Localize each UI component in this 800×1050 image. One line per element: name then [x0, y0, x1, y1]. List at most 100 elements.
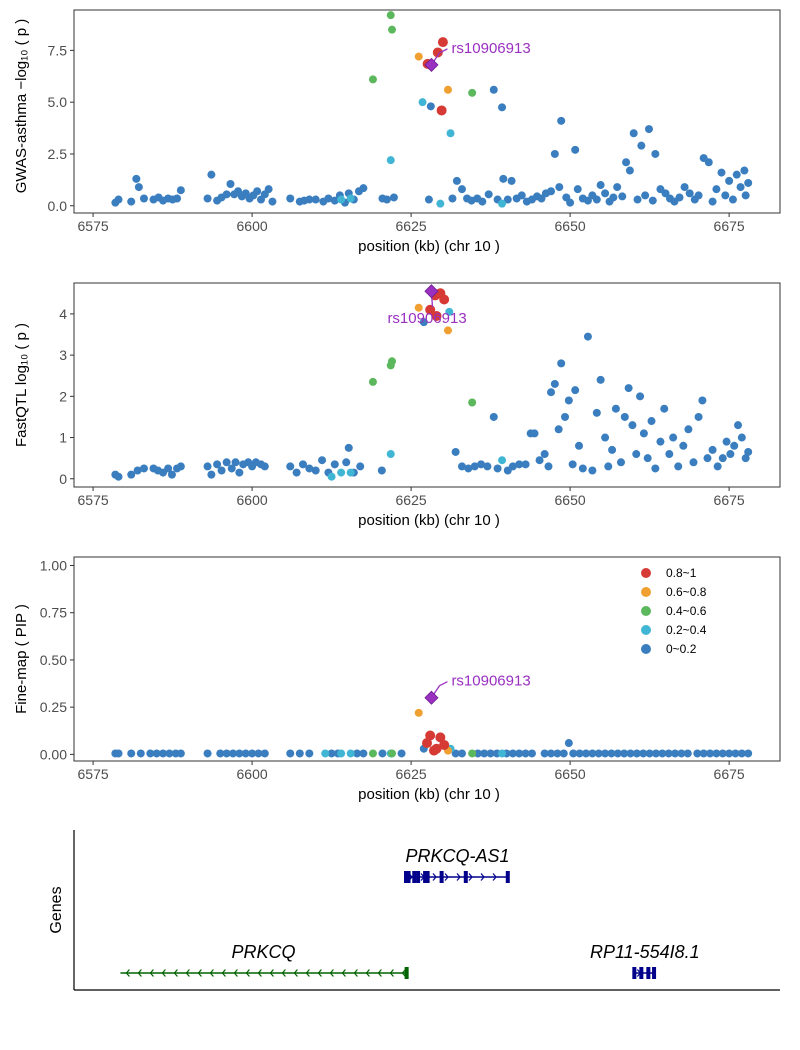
snp-point [647, 417, 656, 426]
snp-point [457, 749, 466, 758]
snp-point [636, 392, 645, 401]
snp-point [573, 185, 582, 194]
snp-point [207, 170, 216, 179]
lead-snp-marker [424, 57, 439, 72]
snp-point [508, 749, 517, 758]
snp-point [684, 425, 693, 434]
snp-point [133, 466, 142, 475]
exon-mark [404, 871, 409, 883]
snp-point [508, 462, 517, 471]
snp-point [436, 199, 445, 208]
snp-point [231, 458, 240, 467]
snp-point [616, 458, 625, 467]
x-tick-label: 6650 [555, 218, 586, 234]
snp-point [515, 460, 524, 469]
snp-point [292, 468, 301, 477]
x-tick-label: 6575 [78, 492, 109, 508]
snp-point [744, 178, 753, 187]
snp-point [176, 462, 185, 471]
snp-point [235, 468, 244, 477]
snp-point [222, 190, 231, 199]
snp-point [594, 749, 603, 758]
snp-point [744, 447, 753, 456]
exon-mark [412, 871, 417, 883]
snp-point [356, 462, 365, 471]
snp-point [146, 749, 155, 758]
snp-point [226, 180, 235, 188]
snp-point [437, 37, 448, 48]
snp-point [286, 749, 295, 758]
y-axis-label: Fine-map ( PIP ) [13, 604, 30, 714]
y-tick-label: 0.50 [40, 652, 67, 668]
snp-point [127, 197, 136, 206]
snp-point [443, 85, 452, 94]
snp-point [330, 196, 339, 205]
snp-point [622, 158, 631, 167]
strand-arrow [149, 969, 154, 977]
snp-point [443, 326, 452, 335]
snp-point [601, 189, 610, 198]
snp-point [305, 749, 314, 758]
snp-point [741, 191, 750, 200]
snp-point [744, 749, 753, 758]
snp-point [426, 102, 435, 111]
snp-point [342, 458, 351, 467]
snp-point [639, 749, 648, 758]
lead-snp-marker [424, 690, 439, 705]
snp-point [260, 749, 269, 758]
strand-arrow [281, 969, 286, 977]
x-axis-label: position (kb) (chr 10 ) [358, 238, 500, 255]
snp-point [618, 192, 627, 201]
snp-point [235, 749, 244, 758]
legend-swatch [641, 625, 651, 635]
snp-point [607, 749, 616, 758]
x-axis-label: position (kb) (chr 10 ) [358, 786, 500, 803]
snp-point [706, 749, 715, 758]
snp-point [422, 738, 432, 749]
snp-point [624, 384, 633, 393]
gene-tracks: PRKCQ-AS1 PRKCQ RP11-554I8.1 [120, 846, 700, 979]
snp-point [601, 433, 610, 442]
strand-arrow [245, 969, 250, 977]
snp-point [569, 749, 578, 758]
strand-arrow [173, 969, 178, 977]
strand-arrow [305, 969, 310, 977]
snp-point [694, 412, 703, 421]
snp-point [448, 194, 457, 203]
snp-point [645, 749, 654, 758]
snp-point [671, 749, 680, 758]
fastqtl-panel: 6575 6600 6625 6650 6675 0 1 2 3 4 position (kb) (… [13, 282, 781, 529]
strand-arrow [257, 969, 262, 977]
snp-point [445, 307, 454, 316]
snp-point [625, 166, 634, 175]
x-tick-label: 6625 [396, 492, 427, 508]
snp-point [515, 749, 524, 758]
snp-point [248, 749, 257, 758]
snp-point [737, 749, 746, 758]
snp-point [353, 749, 362, 758]
snp-point [507, 176, 516, 185]
snp-point [537, 194, 546, 203]
snp-point [457, 185, 466, 194]
snp-point [127, 470, 136, 479]
snp-point [568, 460, 577, 469]
snp-point [721, 191, 730, 200]
snp-point [669, 433, 678, 442]
snp-point [499, 174, 508, 183]
snp-point [521, 460, 530, 469]
snp-point [704, 158, 713, 167]
snp-point [368, 749, 377, 758]
snp-point [685, 189, 694, 198]
y-tick-label: 0.25 [40, 699, 67, 715]
snp-point [346, 194, 355, 203]
snp-point [639, 429, 648, 438]
exon-mark [652, 967, 657, 979]
snp-point [571, 386, 580, 395]
snp-point [419, 318, 428, 327]
snp-point [298, 460, 307, 469]
y-tick-label: 0 [59, 471, 67, 487]
snp-point [389, 193, 398, 202]
snp-point [564, 739, 573, 748]
lead-snp-label: rs10906913 [451, 40, 530, 57]
snp-point [535, 456, 544, 465]
